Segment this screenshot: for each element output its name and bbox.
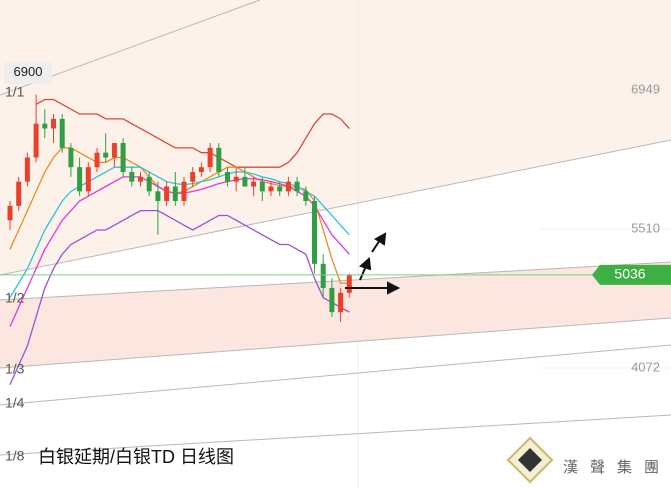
arrow-head [387,281,401,295]
y-tick-label: 4072 [631,359,660,374]
candle-body [103,152,109,158]
fan-label: 1/3 [5,361,25,377]
candle-body [7,205,13,221]
high-marker-label: 6900 [14,64,43,79]
candle-body [346,274,352,293]
candle-body [277,186,283,192]
candle-body [216,147,222,173]
arrow-head [359,256,372,271]
candle-body [146,176,152,192]
fan-line [0,139,671,276]
arrow [371,239,381,253]
fan-label: 1/1 [5,84,25,100]
candle-body [111,143,117,158]
fan-line [0,414,671,456]
y-tick-label: 5510 [631,220,660,235]
last-price-tag [592,264,671,285]
candle-body [42,123,48,129]
candle-body [33,123,39,158]
candle-body [320,263,326,288]
chart-title: 白银延期/白银TD 日线图 [38,447,234,467]
candle-body [329,287,335,313]
candle-body [181,181,187,201]
candle-body [303,191,309,201]
candle-body [338,292,344,313]
candle-body [77,167,83,192]
candle-body [294,181,300,192]
indicator-line [9,210,350,385]
candle-body [51,118,56,129]
candle-body [155,191,161,201]
candle-body [164,186,170,201]
candle-body [259,181,265,192]
candle-body [94,152,100,168]
fan-label: 1/8 [5,448,25,464]
candle-body [68,147,74,168]
candle-body [85,167,91,192]
candle-body [312,200,317,264]
y-tick-label: 6949 [631,81,660,96]
candle-body [129,172,135,182]
candle-body [251,181,257,187]
fan-line [0,317,671,369]
candle-body [172,186,178,201]
last-price-label: 5036 [614,266,645,282]
fan-line [0,261,671,301]
logo: 漢聲集團 [506,436,671,484]
candle-body [24,157,30,182]
logo-mark-inner [518,448,542,472]
candle-body [120,143,126,173]
indicator-line [9,176,350,327]
candle-body [138,176,143,182]
arrow-head [374,232,387,246]
high-marker-box [4,61,52,84]
fan-label: 1/4 [5,395,25,411]
indicator-line [9,147,350,284]
indicator-line [9,166,350,298]
candle-body [242,176,248,187]
upper-zone [0,0,671,275]
candle-body [59,118,65,148]
candle-body [233,176,239,182]
candle-body [16,181,22,206]
candle-body [285,181,291,192]
fan-line [0,344,671,406]
logo-text: 漢聲集團 [563,459,671,476]
plot: 6949 5510 4072 [7,81,671,385]
candle-body [198,167,204,173]
fan-label: 1/2 [5,290,25,306]
middle-band [0,262,671,368]
candle-body [225,172,230,182]
candle-body [268,186,274,192]
gann-fan [0,0,671,456]
candle-body [190,172,196,182]
candle-body [207,147,213,168]
fan-labels: 1/1 1/2 1/3 1/4 1/8 [5,84,25,464]
indicator-line [35,98,350,168]
arrows [345,232,401,295]
